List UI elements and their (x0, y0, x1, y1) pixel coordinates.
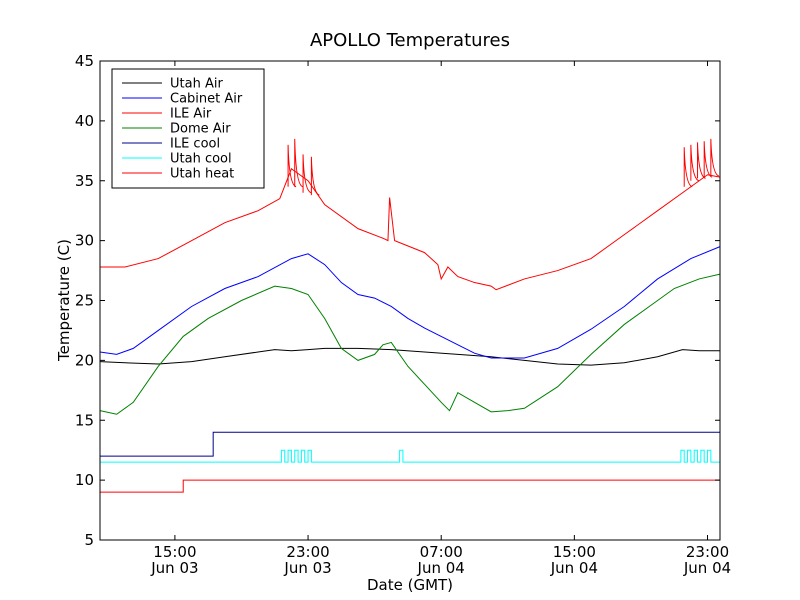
spike-ile-air-3 (310, 156, 320, 196)
x-tick-label-time-4: 23:00 (686, 543, 729, 561)
x-tick-label-time-3: 15:00 (553, 543, 596, 561)
x-tick-label-date-2: Jun 04 (417, 559, 465, 577)
legend-label-cabinet-air: Cabinet Air (170, 92, 243, 107)
spike-ile-air-2 (302, 154, 312, 194)
spike-ile-air-5 (690, 144, 700, 182)
x-axis-title: Date (GMT) (367, 576, 453, 594)
series-layer (99, 138, 721, 493)
x-tick-label-time-2: 07:00 (420, 543, 463, 561)
y-tick-label-45: 45 (75, 52, 94, 70)
x-tick-label-date-0: Jun 03 (150, 559, 198, 577)
legend-label-ile-air: ILE Air (170, 107, 212, 122)
series-line-utah-cool (100, 449, 720, 463)
x-tick-label-date-1: Jun 03 (283, 559, 331, 577)
spike-ile-air-7 (703, 141, 713, 178)
series-line-utah-heat (100, 479, 720, 493)
legend-label-utah-cool: Utah cool (170, 152, 232, 167)
y-tick-label-30: 30 (75, 232, 94, 250)
y-tick-label-10: 10 (75, 471, 94, 489)
legend-label-utah-air: Utah Air (170, 77, 223, 92)
y-tick-label-20: 20 (75, 351, 94, 369)
series-line-cabinet-air (99, 246, 721, 359)
spike-ile-air-4 (683, 147, 693, 188)
series-line-ile-air (100, 167, 721, 291)
x-tick-label-date-4: Jun 04 (683, 559, 731, 577)
y-tick-label-40: 40 (75, 112, 94, 130)
spike-ile-air-6 (697, 142, 706, 179)
x-tick-label-date-3: Jun 04 (550, 559, 598, 577)
series-line-utah-air (99, 347, 720, 366)
y-tick-label-35: 35 (75, 172, 94, 190)
y-tick-label-15: 15 (75, 411, 94, 429)
x-tick-label-time-1: 23:00 (286, 543, 329, 561)
legend-label-ile-cool: ILE cool (170, 137, 220, 152)
y-tick-label-25: 25 (75, 292, 94, 310)
spike-ile-air-8 (710, 138, 720, 177)
y-axis-title: Temperature (C) (55, 239, 73, 362)
series-line-ile-cool (100, 431, 720, 457)
chart-title: APOLLO Temperatures (310, 30, 510, 51)
legend-label-dome-air: Dome Air (170, 122, 231, 137)
x-tick-label-time-0: 15:00 (153, 543, 196, 561)
y-axis: 5 10 15 20 25 30 35 40 45 (75, 52, 720, 549)
y-tick-label-5: 5 (84, 531, 94, 549)
legend-label-utah-heat: Utah heat (170, 167, 234, 182)
series-line-dome-air (99, 273, 721, 415)
spike-ile-air-1 (294, 138, 304, 188)
